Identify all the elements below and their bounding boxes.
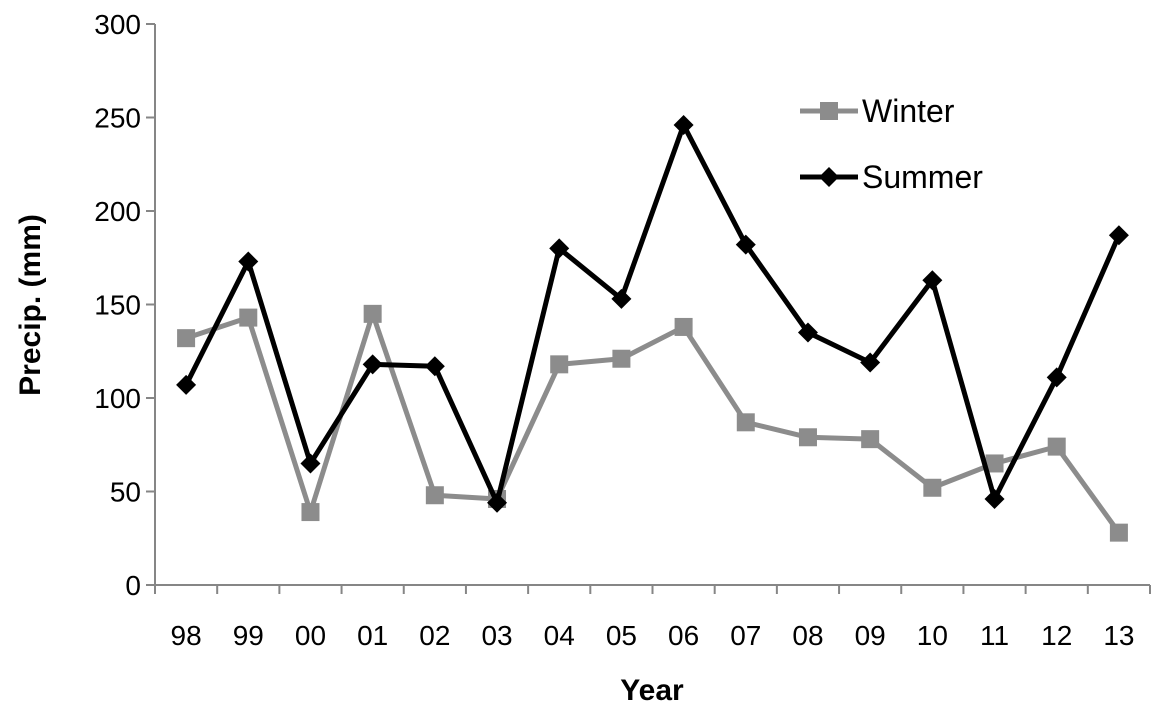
- data-point-summer: [300, 453, 321, 474]
- x-tick-label: 07: [730, 620, 761, 651]
- x-tick-label: 10: [917, 620, 948, 651]
- data-point-summer: [1046, 367, 1067, 388]
- y-tick-label: 300: [94, 9, 141, 40]
- data-point-winter: [674, 317, 693, 336]
- y-tick-label: 150: [94, 290, 141, 321]
- data-point-winter: [363, 304, 382, 323]
- data-point-summer: [487, 492, 508, 513]
- y-tick-group: 0 50 100 150 200 250 300: [94, 9, 155, 601]
- data-point-winter: [1109, 523, 1128, 542]
- data-point-winter: [612, 349, 631, 368]
- legend-label-summer: Summer: [862, 159, 983, 195]
- legend-label-winter: Winter: [862, 93, 955, 129]
- x-tick-group: 98 99 00 01 02 03 04 05 06 07 08 09 10 11 12 13: [154, 585, 1151, 651]
- data-point-winter: [239, 308, 258, 327]
- data-point-winter: [798, 428, 817, 447]
- data-point-summer: [611, 288, 632, 309]
- x-tick-label: 09: [855, 620, 886, 651]
- data-point-summer: [984, 488, 1005, 509]
- data-point-winter: [861, 430, 880, 449]
- x-tick-label: 02: [419, 620, 450, 651]
- series-winter: [177, 304, 1128, 542]
- x-tick-label: 11: [980, 620, 1009, 651]
- legend-item-summer: Summer: [800, 159, 983, 195]
- x-tick-label: 01: [357, 620, 388, 651]
- y-tick-label: 250: [94, 103, 141, 134]
- data-point-summer: [549, 238, 570, 259]
- y-tick-label: 50: [110, 477, 141, 508]
- data-point-winter: [177, 329, 196, 348]
- y-axis-title: Precip. (mm): [14, 214, 47, 396]
- data-point-summer: [424, 356, 445, 377]
- data-point-summer: [735, 234, 756, 255]
- legend: Winter Summer: [800, 93, 983, 195]
- data-point-summer: [673, 114, 694, 135]
- y-axis: 0 50 100 150 200 250 300: [94, 9, 156, 601]
- data-point-summer: [238, 251, 259, 272]
- series-group: [176, 114, 1129, 542]
- data-point-winter: [425, 486, 444, 505]
- y-tick-label: 200: [94, 196, 141, 227]
- data-point-winter: [301, 503, 320, 522]
- legend-item-winter: Winter: [800, 93, 955, 129]
- data-point-summer: [1108, 225, 1129, 246]
- data-point-winter: [736, 413, 755, 432]
- x-tick-label: 12: [1041, 620, 1072, 651]
- series-line-summer: [183, 122, 1122, 506]
- data-point-summer: [176, 374, 197, 395]
- data-point-summer: [860, 352, 881, 373]
- y-tick-label: 100: [94, 383, 141, 414]
- x-tick-label: 98: [171, 620, 202, 651]
- data-point-summer: [797, 322, 818, 343]
- x-tick-label: 06: [668, 620, 699, 651]
- x-tick-label: 99: [233, 620, 264, 651]
- data-point-summer: [922, 270, 943, 291]
- x-axis: 98 99 00 01 02 03 04 05 06 07 08 09 10 11 12 13: [154, 584, 1151, 651]
- data-point-summer: [362, 354, 383, 375]
- x-axis-title: Year: [620, 674, 684, 707]
- legend-marker-winter: [820, 102, 838, 120]
- x-tick-label: 08: [792, 620, 823, 651]
- x-tick-label: 05: [606, 620, 637, 651]
- series-summer: [176, 114, 1129, 513]
- x-tick-label: 04: [544, 620, 575, 651]
- data-point-winter: [1047, 437, 1066, 456]
- data-point-winter: [550, 355, 569, 374]
- x-tick-label: 03: [481, 620, 512, 651]
- series-line-winter: [185, 311, 1121, 535]
- y-tick-label: 0: [125, 570, 141, 601]
- x-tick-label: 13: [1103, 620, 1134, 651]
- data-point-winter: [985, 454, 1004, 473]
- data-point-winter: [923, 478, 942, 497]
- legend-marker-summer: [819, 167, 839, 187]
- x-tick-label: 00: [295, 620, 326, 651]
